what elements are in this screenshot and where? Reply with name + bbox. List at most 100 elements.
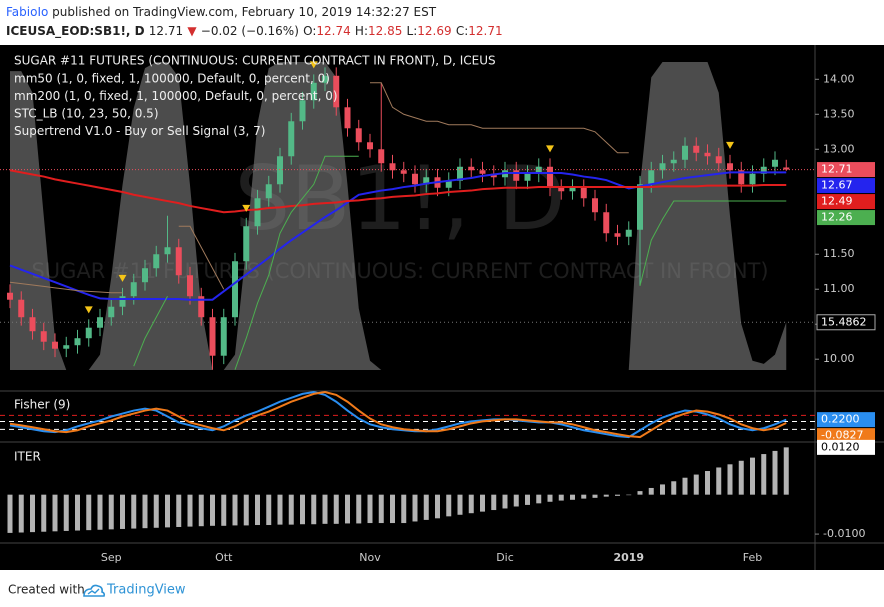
candle-body xyxy=(603,212,610,234)
sell-signal xyxy=(546,145,554,153)
ohlc-label: H: xyxy=(355,24,368,38)
last-value-box xyxy=(817,178,875,194)
candle-body xyxy=(389,163,396,171)
candle-body xyxy=(164,247,171,255)
bar xyxy=(716,467,722,495)
y-tick-label: 13.00 xyxy=(823,142,855,155)
published: published on TradingView.com, February 1… xyxy=(52,5,437,19)
y-tick-label: 11.50 xyxy=(823,247,855,260)
series-line-down xyxy=(9,82,629,294)
bar xyxy=(525,494,530,505)
bar xyxy=(592,494,598,498)
candle-body xyxy=(153,254,160,269)
symbol: ICEUSA_EOD:SB1!, D xyxy=(6,24,145,39)
candle-body xyxy=(580,187,587,199)
ohlc-value: 12.71 xyxy=(468,24,502,38)
candle-body xyxy=(74,338,81,346)
ohlc-value: 12.74 xyxy=(316,24,350,38)
stc-area xyxy=(10,61,787,370)
candle-body xyxy=(232,261,238,318)
bar xyxy=(603,494,609,497)
candle-body xyxy=(535,166,542,174)
candle-body xyxy=(130,282,137,297)
candle-body xyxy=(670,159,677,164)
candle-body xyxy=(682,145,688,160)
bar xyxy=(423,494,429,520)
bar xyxy=(750,457,755,495)
bar xyxy=(682,477,688,495)
last-value-label: -0.0827 xyxy=(821,429,863,442)
bar xyxy=(97,494,103,530)
bar xyxy=(345,494,350,524)
candle-body xyxy=(97,317,103,328)
last-value-box xyxy=(816,314,876,331)
candle-body xyxy=(659,163,666,171)
bar xyxy=(547,494,553,502)
candle-body xyxy=(715,156,722,164)
last-value-label: 12.49 xyxy=(821,195,853,208)
candle-body xyxy=(412,173,418,185)
logo-cloud xyxy=(83,584,106,597)
candle-body xyxy=(513,170,520,181)
candle-body xyxy=(299,100,306,122)
candle-body xyxy=(198,296,205,318)
candle-body xyxy=(423,177,430,185)
candle-body xyxy=(344,107,351,129)
candle-body xyxy=(625,229,632,237)
series-line xyxy=(133,155,787,370)
candle-body xyxy=(187,275,193,297)
candle-body xyxy=(558,187,565,192)
bar xyxy=(322,494,328,524)
bar xyxy=(581,494,587,499)
bar xyxy=(18,494,24,533)
bar xyxy=(333,494,339,524)
y-tick-label: 11.00 xyxy=(823,282,855,295)
axis-area: 10.0010.5011.0011.5013.0013.5014.00SUGAR… xyxy=(14,54,876,564)
candle-body xyxy=(367,142,373,150)
bar xyxy=(615,494,620,496)
sell-signal xyxy=(309,61,318,69)
bar xyxy=(108,494,114,530)
legend-entry: mm50 (1, 0, fixed, 1, 100000, Default, 0… xyxy=(14,72,330,86)
candle-body xyxy=(783,167,790,170)
candle-body xyxy=(322,75,328,83)
candle-body xyxy=(614,233,621,237)
x-tick-label: 2019 xyxy=(613,551,644,564)
candle-body xyxy=(209,317,216,356)
bar xyxy=(435,494,440,519)
bar xyxy=(30,494,35,533)
candle-body xyxy=(175,247,182,276)
candle-body xyxy=(445,180,452,188)
candle-body xyxy=(738,170,745,185)
last-value-label: 12.71 xyxy=(821,163,853,176)
bar xyxy=(390,494,395,524)
bar xyxy=(570,494,575,500)
bar xyxy=(7,494,13,533)
sell-signal xyxy=(726,141,734,149)
last-value-box xyxy=(817,439,875,455)
y-tick-label: 13.50 xyxy=(823,107,855,120)
footer-brand[interactable]: TradingView xyxy=(106,583,186,598)
candle-body xyxy=(693,145,700,153)
bar xyxy=(120,494,125,529)
sell-signal xyxy=(84,306,93,314)
y-tick-label: 14.00 xyxy=(823,72,855,85)
last-value-box xyxy=(817,210,875,226)
bar xyxy=(536,494,542,504)
bar xyxy=(41,494,47,532)
bar xyxy=(63,494,69,531)
bar xyxy=(210,494,215,526)
tradingview-logo[interactable] xyxy=(83,584,106,597)
bar xyxy=(693,474,699,495)
bar xyxy=(266,494,272,526)
bar xyxy=(300,494,305,525)
candle-body xyxy=(592,198,598,213)
candle-body xyxy=(547,166,553,188)
ohlc-label: C: xyxy=(456,24,468,38)
header-line-1: FabioIo published on TradingView.com, Fe… xyxy=(6,5,437,19)
bar xyxy=(378,494,384,524)
author[interactable]: FabioIo xyxy=(6,5,48,19)
x-tick-label: Feb xyxy=(743,551,762,564)
header-line-2: ICEUSA_EOD:SB1!, D 12.71 ▼ −0.02 (−0.16%… xyxy=(6,24,503,39)
candle-body xyxy=(772,159,778,167)
